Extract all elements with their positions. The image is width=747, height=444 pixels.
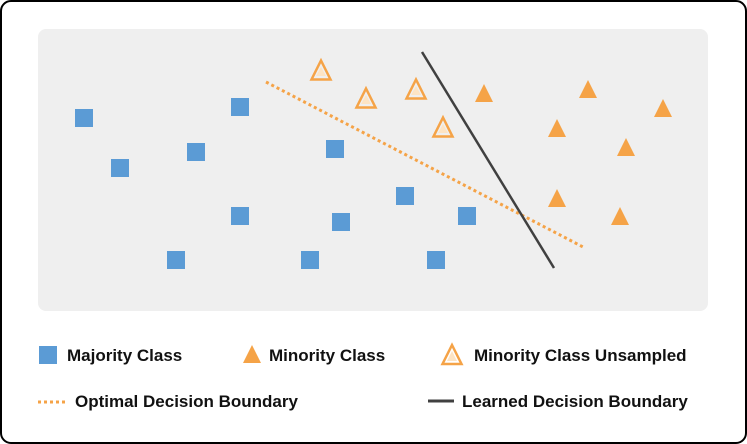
- majority-point: [187, 143, 205, 161]
- majority-point: [396, 187, 414, 205]
- legend-unsampled-marker-inner: [447, 351, 457, 361]
- minority-point: [548, 189, 566, 207]
- majority-point: [458, 207, 476, 225]
- legend-unsampled-label: Minority Class Unsampled: [474, 346, 687, 365]
- majority-point: [75, 109, 93, 127]
- learned-decision-boundary: [420, 51, 556, 269]
- majority-point: [231, 207, 249, 225]
- lines-layer: [265, 51, 586, 269]
- majority-point: [167, 251, 185, 269]
- legend-majority-label: Majority Class: [67, 346, 183, 365]
- minority-point: [579, 80, 597, 98]
- points-layer: [75, 57, 672, 269]
- legend-minority-label: Minority Class: [269, 346, 386, 365]
- minority-point: [611, 207, 629, 225]
- unsampled-minority-point: [431, 114, 455, 138]
- majority-point: [231, 98, 249, 116]
- legend-minority-marker: [243, 345, 261, 363]
- legend-optimal-label: Optimal Decision Boundary: [75, 392, 298, 411]
- majority-point: [427, 251, 445, 269]
- majority-point: [332, 213, 350, 231]
- legend-majority-marker: [39, 346, 57, 364]
- minority-point: [654, 99, 672, 117]
- minority-point: [475, 84, 493, 102]
- minority-point: [617, 138, 635, 156]
- plot-area: [38, 29, 708, 311]
- majority-point: [301, 251, 319, 269]
- majority-point: [326, 140, 344, 158]
- legend-learned-label: Learned Decision Boundary: [462, 392, 688, 411]
- unsampled-minority-point: [309, 57, 333, 81]
- unsampled-minority-point: [354, 85, 378, 109]
- minority-point: [548, 119, 566, 137]
- majority-point: [111, 159, 129, 177]
- legend-unsampled-marker: [440, 342, 464, 366]
- unsampled-minority-point: [404, 76, 428, 100]
